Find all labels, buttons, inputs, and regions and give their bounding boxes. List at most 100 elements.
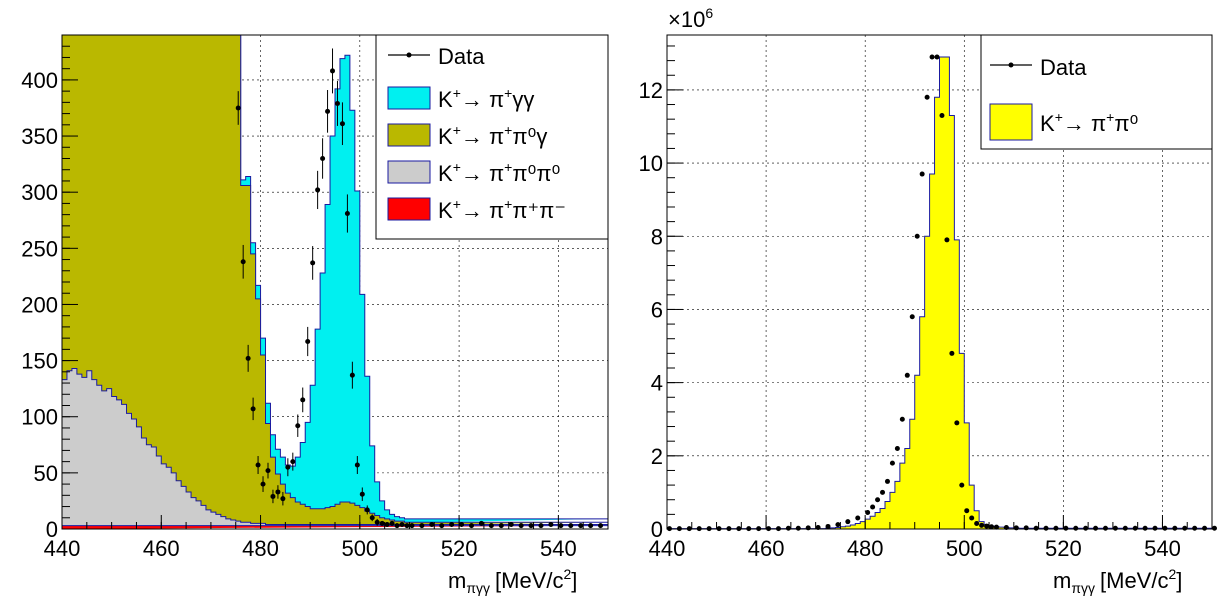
left-y-tick-label: 400 [21, 68, 58, 93]
right-xlabel-sup: 2 [1168, 566, 1176, 582]
left-data-point [364, 507, 370, 513]
right-y-tick-label: 2 [651, 444, 663, 469]
left-data-point [260, 481, 266, 487]
left-chart-panel: 440 460 480 500 520 540 0 50 100 150 200 250 300 350 4… [21, 34, 609, 596]
right-data-point [865, 510, 871, 516]
right-data-point [1093, 525, 1099, 531]
left-xlabel-units: [MeV/c [495, 568, 563, 593]
right-data-point [795, 525, 801, 531]
left-data-point [290, 459, 296, 465]
right-y-tick-label: 10 [639, 151, 663, 176]
right-xlabel-units: [MeV/c [1100, 568, 1168, 593]
left-data-points [235, 48, 604, 529]
left-x-tick-label: 520 [441, 536, 478, 561]
left-legend-label-2: K+→ π+π⁰π⁰ [438, 159, 561, 186]
right-legend-swatch-0 [989, 103, 1033, 141]
right-x-tick-label: 460 [748, 536, 785, 561]
left-data-point [359, 491, 365, 497]
left-y-tick-label: 150 [21, 349, 58, 374]
left-data-point [235, 105, 241, 111]
right-data-point [1013, 525, 1019, 531]
left-data-point [310, 260, 316, 266]
left-hist-k- [61, 367, 608, 529]
right-data-point [1053, 525, 1059, 531]
left-data-point [538, 523, 544, 529]
left-data-point [240, 259, 246, 265]
left-legend-swatch-1 [387, 123, 431, 147]
right-data-point [1063, 525, 1069, 531]
right-data-point [845, 519, 851, 525]
right-data-point [855, 515, 861, 521]
right-data-point [1122, 525, 1128, 531]
right-data-point [919, 171, 925, 177]
left-legend-label-3: K+→ π+π⁺π⁻ [438, 196, 566, 223]
left-data-point [255, 462, 261, 468]
right-data-point [1073, 525, 1079, 531]
left-data-point [488, 523, 494, 529]
left-hist-k- [61, 525, 608, 529]
left-data-point [404, 523, 410, 529]
left-data-point [578, 523, 584, 529]
right-data-point [1211, 525, 1217, 531]
right-y-tick-label: 6 [651, 297, 663, 322]
right-multiplier-base: ×10 [668, 7, 705, 32]
left-y-tick-label: 100 [21, 405, 58, 430]
right-xlabel-close: ] [1176, 568, 1182, 593]
left-data-point [270, 493, 276, 499]
left-data-point [528, 523, 534, 529]
left-x-axis-label: mπγγ [MeV/c2] [448, 566, 577, 596]
right-x-tick-label: 520 [1045, 536, 1082, 561]
right-data-point [959, 482, 965, 488]
right-data-point [870, 504, 876, 510]
left-y-tick-label: 300 [21, 180, 58, 205]
left-y-tick-label: 0 [46, 517, 58, 542]
right-data-point [979, 522, 985, 528]
right-data-points [666, 54, 1217, 532]
right-data-point [954, 420, 960, 426]
left-x-tick-label: 540 [540, 536, 577, 561]
left-legend-swatch-3 [387, 197, 431, 221]
left-y-tick-label: 250 [21, 236, 58, 261]
right-data-point [1043, 525, 1049, 531]
right-data-point [909, 314, 915, 320]
left-data-point [275, 489, 281, 495]
right-legend: Data K+→ π+π⁰ [980, 34, 1213, 150]
left-data-point [429, 522, 435, 528]
right-x-tick-label: 440 [649, 536, 686, 561]
left-data-point [508, 522, 514, 528]
right-data-point [1033, 525, 1039, 531]
left-stacked-histogram [61, 34, 608, 529]
right-data-point [1112, 525, 1118, 531]
left-data-point [315, 187, 321, 193]
left-data-point [598, 523, 604, 529]
left-data-point [478, 520, 484, 526]
left-data-point [419, 523, 425, 529]
right-y-tick-label: 4 [651, 371, 663, 396]
left-data-point [548, 522, 554, 528]
left-data-point [344, 211, 350, 217]
left-data-point [295, 423, 301, 429]
right-data-point [924, 94, 930, 100]
left-data-point [305, 339, 311, 345]
left-data-point [374, 519, 380, 525]
svg-text:×106: ×106 [668, 5, 713, 32]
right-data-point [904, 372, 910, 378]
left-data-point [250, 406, 256, 412]
left-legend-label-0: K+→ π+γγ [438, 85, 534, 112]
left-x-tick-label: 460 [143, 536, 180, 561]
left-data-point [300, 397, 306, 403]
right-data-point [894, 445, 900, 451]
right-data-point [964, 508, 970, 514]
left-y-tick-label: 200 [21, 292, 58, 317]
right-data-point [944, 237, 950, 243]
left-data-point [498, 523, 504, 529]
left-data-point [349, 372, 355, 378]
right-data-point [889, 460, 895, 466]
left-data-point [588, 523, 594, 529]
right-data-point [1083, 525, 1089, 531]
left-data-point [449, 522, 455, 528]
right-data-point [939, 113, 945, 119]
right-data-point [974, 521, 980, 527]
svg-text:mπγγ[MeV/c2]: mπγγ [MeV/c2] [1053, 566, 1182, 596]
right-data-point [929, 54, 935, 60]
